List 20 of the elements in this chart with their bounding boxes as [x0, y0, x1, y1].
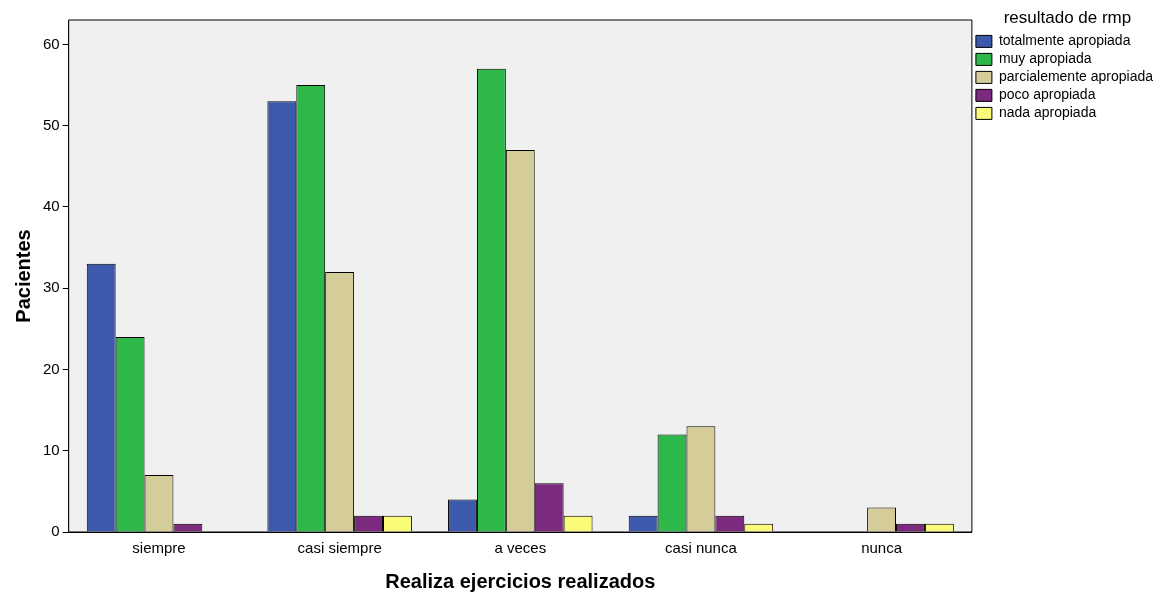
legend-label: parcialemente apropiada — [998, 68, 1154, 85]
legend-label: totalmente apropiada — [998, 32, 1131, 49]
y-tick-label: 50 — [43, 115, 60, 133]
y-tick-label: 60 — [43, 34, 60, 52]
x-tick-label: siempre — [132, 539, 186, 557]
y-axis-title: Pacientes — [11, 229, 34, 323]
y-tick-label: 40 — [43, 197, 60, 215]
legend-title: resultado de rmp — [1003, 8, 1132, 28]
y-tick-label: 0 — [51, 522, 60, 540]
x-tick-label: casi siempre — [297, 539, 382, 557]
x-tick-label: a veces — [494, 539, 547, 557]
y-tick-label: 20 — [43, 359, 60, 377]
x-tick-label: nunca — [861, 539, 903, 557]
legend-label: nada apropiada — [998, 104, 1097, 121]
x-axis-title: Realiza ejercicios realizados — [385, 569, 656, 592]
y-tick-label: 10 — [43, 440, 60, 458]
legend-label: muy apropiada — [998, 50, 1092, 67]
x-tick-label: casi nunca — [665, 539, 738, 557]
y-tick-label: 30 — [43, 278, 60, 296]
legend-label: poco apropiada — [998, 86, 1096, 103]
